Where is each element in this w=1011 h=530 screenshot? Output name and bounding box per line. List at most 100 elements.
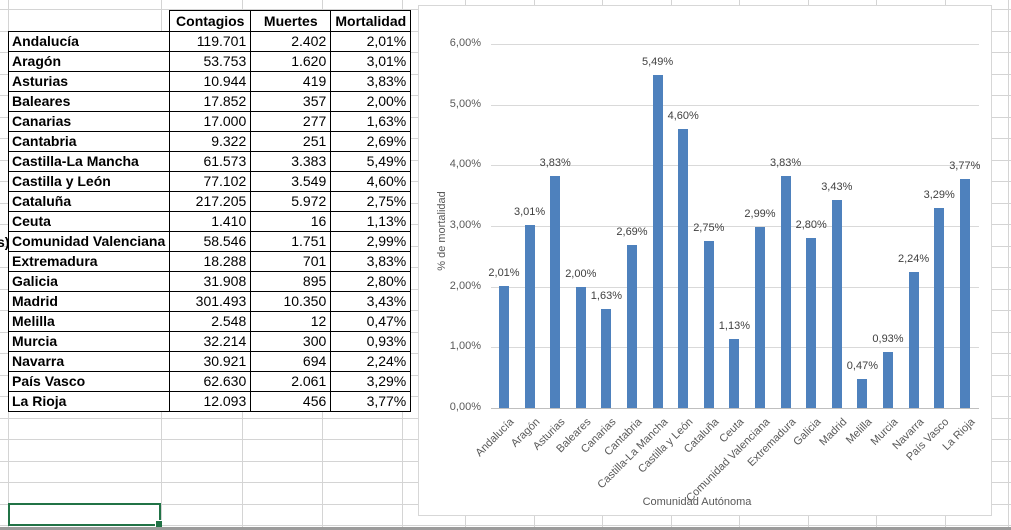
bar-17[interactable] <box>934 208 945 408</box>
cell-mortalidad[interactable]: 3,77% <box>330 391 412 412</box>
cell-mortalidad[interactable]: 2,00% <box>330 91 412 112</box>
cell-mortalidad[interactable]: 0,47% <box>330 311 412 332</box>
cell-muertes[interactable]: 2.402 <box>250 31 332 52</box>
cell-community[interactable]: Castilla y León <box>7 171 171 192</box>
cell-muertes[interactable]: 895 <box>250 271 332 292</box>
header-muertes[interactable]: Muertes <box>250 10 332 32</box>
cell-contagios[interactable]: 217.205 <box>169 191 252 212</box>
cell-contagios[interactable]: 301.493 <box>169 291 252 312</box>
cell-mortalidad[interactable]: 3,83% <box>330 71 412 92</box>
cell-contagios[interactable]: 12.093 <box>169 391 252 412</box>
cell-mortalidad[interactable]: 2,99% <box>330 231 412 252</box>
cell-community[interactable]: Cantabria <box>7 131 171 152</box>
cell-mortalidad[interactable]: 2,69% <box>330 131 412 152</box>
bar-12[interactable] <box>806 238 817 408</box>
cell-contagios[interactable]: 53.753 <box>169 51 252 72</box>
bar-11[interactable] <box>780 175 791 408</box>
bar-8[interactable] <box>703 241 714 408</box>
cell-mortalidad[interactable]: 3,43% <box>330 291 412 312</box>
cell-mortalidad[interactable]: 5,49% <box>330 151 412 172</box>
bar-10[interactable] <box>755 226 765 408</box>
cell-community[interactable]: Aragón <box>7 51 171 72</box>
cell-muertes[interactable]: 300 <box>250 331 332 352</box>
cell-muertes[interactable]: 5.972 <box>250 191 332 212</box>
cell-muertes[interactable]: 1.620 <box>250 51 332 72</box>
cell-community[interactable]: Baleares <box>7 91 171 112</box>
cell-mortalidad[interactable]: 2,80% <box>330 271 412 292</box>
cell-mortalidad[interactable]: 3,29% <box>330 371 412 392</box>
cell-contagios[interactable]: 17.000 <box>169 111 252 132</box>
cell-mortalidad[interactable]: 1,13% <box>330 211 412 232</box>
bar-7[interactable] <box>678 128 689 408</box>
bar-3[interactable] <box>575 286 586 408</box>
cell-muertes[interactable]: 419 <box>250 71 332 92</box>
bar-2[interactable] <box>550 175 561 408</box>
cell-contagios[interactable]: 62.630 <box>169 371 252 392</box>
cell-contagios[interactable]: 30.921 <box>169 351 252 372</box>
corner-empty-cell[interactable] <box>9 11 170 32</box>
cell-community[interactable]: La Rioja <box>7 391 171 412</box>
cell-community[interactable]: País Vasco <box>7 371 171 392</box>
active-cell-selection[interactable] <box>8 503 162 527</box>
cell-community[interactable]: Murcia <box>7 331 171 352</box>
bar-18[interactable] <box>959 179 970 408</box>
cell-community[interactable]: Navarra <box>7 351 171 372</box>
cell-muertes[interactable]: 12 <box>250 311 332 332</box>
cell-contagios[interactable]: 31.908 <box>169 271 252 292</box>
cell-community[interactable]: Extremadura <box>7 251 171 272</box>
cell-mortalidad[interactable]: 2,24% <box>330 351 412 372</box>
cell-community[interactable]: Melilla <box>7 311 171 332</box>
bar-5[interactable] <box>627 244 637 408</box>
mortality-bar-chart[interactable]: % de mortalidad Comunidad Autónoma 0,00%… <box>418 5 992 516</box>
cell-contagios[interactable]: 61.573 <box>169 151 252 172</box>
cell-mortalidad[interactable]: 3,01% <box>330 51 412 72</box>
cell-muertes[interactable]: 3.383 <box>250 151 332 172</box>
cell-contagios[interactable]: 119.701 <box>169 31 252 52</box>
cell-contagios[interactable]: 10.944 <box>169 71 252 92</box>
cell-community[interactable]: Cataluña <box>7 191 171 212</box>
cell-community[interactable]: Canarias <box>7 111 171 132</box>
cell-mortalidad[interactable]: 3,83% <box>330 251 412 272</box>
cell-contagios[interactable]: 18.288 <box>169 251 252 272</box>
cell-community[interactable]: Madrid <box>7 291 171 312</box>
cell-muertes[interactable]: 701 <box>250 251 332 272</box>
cell-muertes[interactable]: 3.549 <box>250 171 332 192</box>
bar-0[interactable] <box>499 286 509 408</box>
cell-muertes[interactable]: 2.061 <box>250 371 332 392</box>
bar-6[interactable] <box>652 74 663 408</box>
cell-mortalidad[interactable]: 1,63% <box>330 111 412 132</box>
bar-16[interactable] <box>908 272 919 408</box>
cell-community[interactable]: Castilla-La Mancha <box>7 151 171 172</box>
cell-muertes[interactable]: 456 <box>250 391 332 412</box>
header-mortalidad[interactable]: Mortalidad <box>330 10 412 32</box>
cell-mortalidad[interactable]: 2,75% <box>330 191 412 212</box>
cell-mortalidad[interactable]: 2,01% <box>330 31 412 52</box>
cell-contagios[interactable]: 58.546 <box>169 231 252 252</box>
fill-handle[interactable] <box>155 520 162 527</box>
cell-mortalidad[interactable]: 0,93% <box>330 331 412 352</box>
cell-muertes[interactable]: 694 <box>250 351 332 372</box>
cell-contagios[interactable]: 17.852 <box>169 91 252 112</box>
cell-muertes[interactable]: 10.350 <box>250 291 332 312</box>
cell-community[interactable]: Andalucía <box>7 31 171 52</box>
bar-13[interactable] <box>831 199 842 408</box>
cell-muertes[interactable]: 357 <box>250 91 332 112</box>
cell-contagios[interactable]: 9.322 <box>169 131 252 152</box>
bar-1[interactable] <box>524 225 535 408</box>
cell-contagios[interactable]: 32.214 <box>169 331 252 352</box>
bar-9[interactable] <box>729 339 740 408</box>
cell-community[interactable]: Asturias <box>7 71 171 92</box>
cell-muertes[interactable]: 16 <box>250 211 332 232</box>
cell-contagios[interactable]: 2.548 <box>169 311 252 332</box>
cell-community[interactable]: Comunidad Valenciana <box>7 231 171 252</box>
header-contagios[interactable]: Contagios <box>169 10 252 32</box>
cell-contagios[interactable]: 1.410 <box>169 211 252 232</box>
bar-14[interactable] <box>857 379 868 408</box>
cell-muertes[interactable]: 1.751 <box>250 231 332 252</box>
cell-muertes[interactable]: 277 <box>250 111 332 132</box>
cell-mortalidad[interactable]: 4,60% <box>330 171 412 192</box>
cell-muertes[interactable]: 251 <box>250 131 332 152</box>
bar-4[interactable] <box>601 309 612 408</box>
bar-15[interactable] <box>883 351 893 408</box>
cell-contagios[interactable]: 77.102 <box>169 171 252 192</box>
